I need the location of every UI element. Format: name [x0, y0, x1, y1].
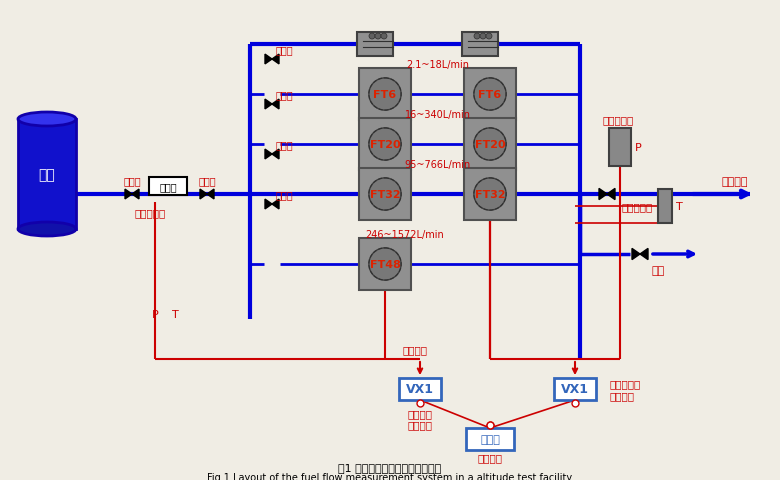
Text: P: P: [635, 143, 642, 153]
Text: 手动鄀: 手动鄀: [198, 176, 216, 186]
Text: P: P: [151, 309, 158, 319]
Text: T: T: [676, 202, 682, 212]
Bar: [554, 378, 596, 400]
Bar: [359, 239, 411, 290]
Circle shape: [369, 34, 375, 40]
Text: 稳态数据: 稳态数据: [407, 408, 432, 418]
Text: 图1 高空台燃油流量测量系统布局: 图1 高空台燃油流量测量系统布局: [339, 462, 441, 472]
Polygon shape: [132, 190, 139, 200]
Text: 采集系统: 采集系统: [407, 419, 432, 429]
Text: Fig.1 Layout of the fuel flow measurement system in a altitude test facility: Fig.1 Layout of the fuel flow measuremen…: [207, 472, 573, 480]
Bar: [658, 190, 672, 224]
Polygon shape: [632, 249, 640, 260]
Text: 压力传感器: 压力传感器: [602, 115, 633, 125]
Bar: [359, 168, 411, 220]
Polygon shape: [272, 200, 279, 209]
Text: 至发动机: 至发动机: [722, 177, 748, 187]
Bar: [466, 428, 514, 450]
Polygon shape: [265, 150, 272, 159]
Circle shape: [381, 34, 387, 40]
Circle shape: [486, 34, 492, 40]
Text: 回油: 回油: [651, 265, 665, 276]
Text: FT32: FT32: [370, 190, 400, 200]
Polygon shape: [640, 249, 648, 260]
Bar: [464, 168, 516, 220]
Text: FT6: FT6: [374, 90, 396, 100]
Bar: [462, 33, 498, 57]
Text: 电磁鄀: 电磁鄀: [275, 190, 292, 200]
Text: 过渡态数据: 过渡态数据: [610, 378, 641, 388]
Bar: [149, 178, 187, 195]
Bar: [609, 129, 631, 167]
Circle shape: [474, 79, 506, 111]
Polygon shape: [599, 189, 607, 200]
Circle shape: [369, 179, 401, 211]
Polygon shape: [207, 190, 214, 200]
Bar: [399, 378, 441, 400]
Text: FT48: FT48: [370, 260, 400, 269]
Text: FT6: FT6: [478, 90, 502, 100]
Polygon shape: [265, 55, 272, 65]
Text: VX1: VX1: [406, 383, 434, 396]
Polygon shape: [272, 150, 279, 159]
Polygon shape: [265, 200, 272, 209]
Text: FT32: FT32: [475, 190, 505, 200]
Text: 燃油主管路: 燃油主管路: [134, 207, 165, 217]
Text: 2.1~18L/min: 2.1~18L/min: [406, 60, 469, 70]
Ellipse shape: [18, 113, 76, 127]
Text: 电磁鄀: 电磁鄀: [275, 140, 292, 150]
Bar: [464, 69, 516, 121]
Polygon shape: [265, 100, 272, 109]
Text: FT20: FT20: [475, 140, 505, 150]
Bar: [357, 33, 393, 57]
Polygon shape: [200, 190, 207, 200]
Text: 电磁鄀: 电磁鄀: [275, 90, 292, 100]
Circle shape: [480, 34, 486, 40]
Text: 16~340L/min: 16~340L/min: [405, 110, 470, 120]
Polygon shape: [272, 100, 279, 109]
Polygon shape: [125, 190, 132, 200]
Text: 手动阀: 手动阀: [123, 176, 141, 186]
Circle shape: [369, 129, 401, 161]
Text: 测量信号: 测量信号: [402, 344, 427, 354]
Text: 95~766L/min: 95~766L/min: [404, 160, 470, 169]
Circle shape: [369, 248, 401, 280]
Ellipse shape: [18, 223, 76, 237]
Bar: [464, 119, 516, 171]
Bar: [18, 120, 76, 229]
Circle shape: [369, 79, 401, 111]
Text: 电磁鄀: 电磁鄀: [275, 45, 292, 55]
Bar: [359, 69, 411, 121]
Circle shape: [375, 34, 381, 40]
Text: VX1: VX1: [561, 383, 589, 396]
Bar: [359, 119, 411, 171]
Polygon shape: [607, 189, 615, 200]
Text: 温度传感器: 温度传感器: [622, 202, 653, 212]
Text: 测试网络: 测试网络: [477, 452, 502, 462]
Text: FT20: FT20: [370, 140, 400, 150]
Text: 采集系统: 采集系统: [610, 390, 635, 400]
Text: 交换机: 交换机: [480, 434, 500, 444]
Text: 246~1572L/min: 246~1572L/min: [366, 229, 445, 240]
Text: 密度计: 密度计: [159, 181, 177, 192]
Text: T: T: [172, 309, 179, 319]
Polygon shape: [272, 55, 279, 65]
Circle shape: [474, 34, 480, 40]
Text: 油库: 油库: [39, 168, 55, 181]
Circle shape: [474, 129, 506, 161]
Circle shape: [474, 179, 506, 211]
